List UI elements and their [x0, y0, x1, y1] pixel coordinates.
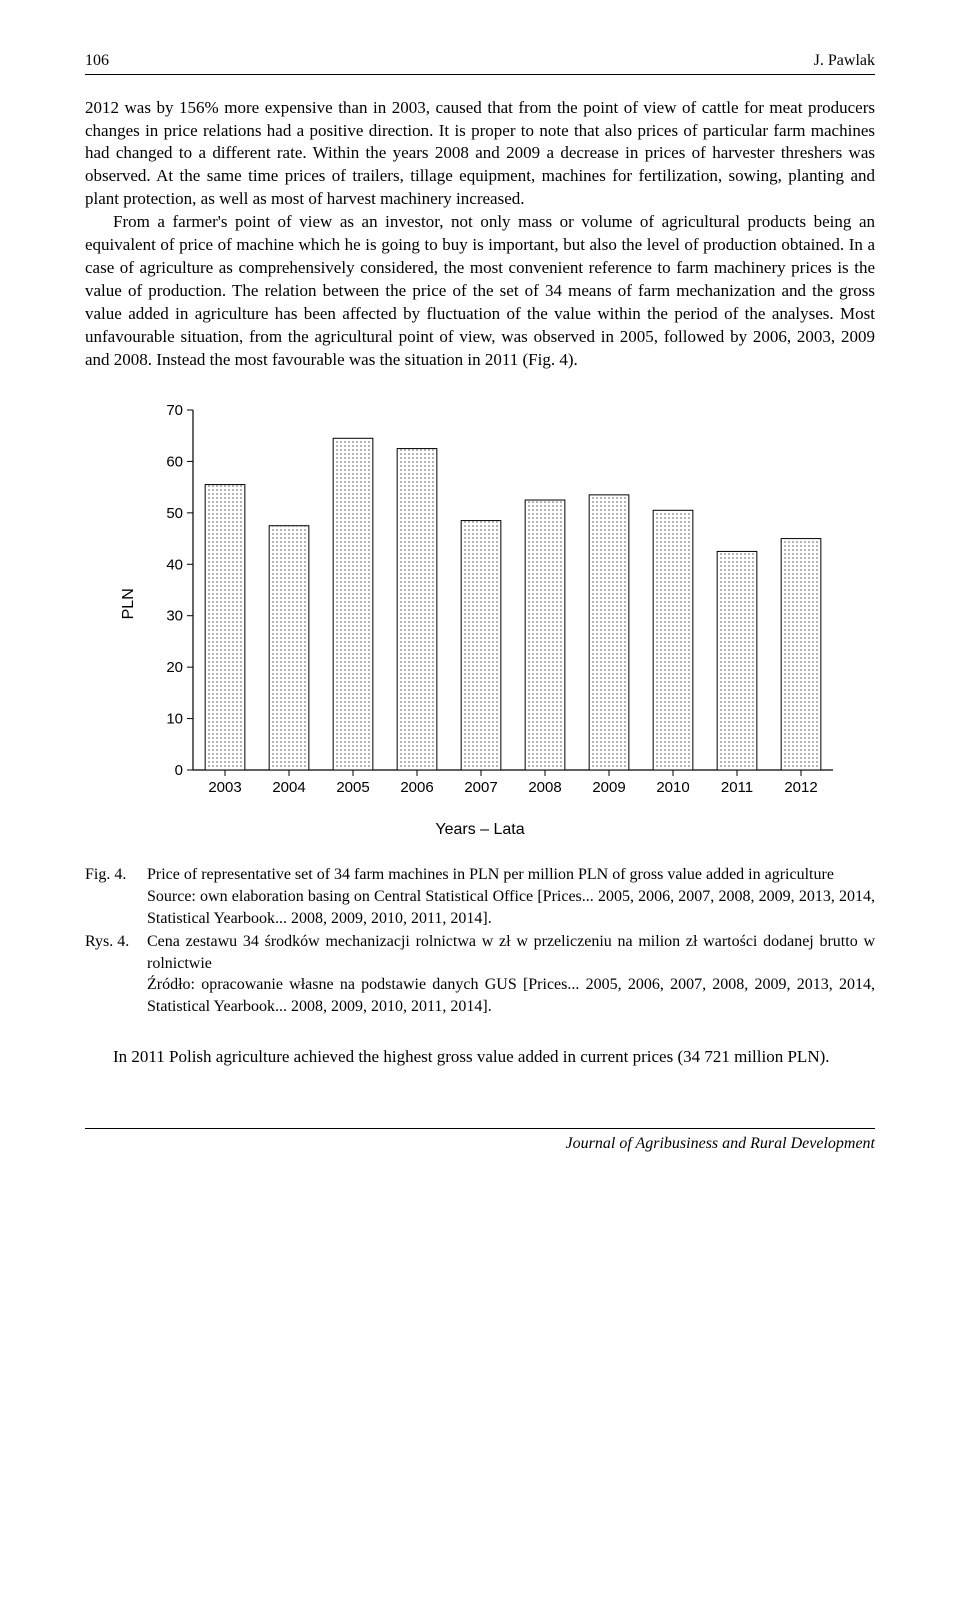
- fig-caption-label: Fig. 4.: [85, 864, 147, 929]
- chart-bar: [717, 551, 757, 770]
- chart-xtick-label: 2005: [336, 779, 369, 796]
- page-footer: Journal of Agribusiness and Rural Develo…: [85, 1128, 875, 1155]
- chart-ytick-label: 20: [166, 659, 183, 676]
- closing-paragraph: In 2011 Polish agriculture achieved the …: [85, 1046, 875, 1069]
- chart-xtick-label: 2006: [400, 779, 433, 796]
- body-text: 2012 was by 156% more expensive than in …: [85, 97, 875, 372]
- chart-xtick-label: 2012: [784, 779, 817, 796]
- chart-bar: [397, 448, 437, 769]
- fig-caption-title: Price of representative set of 34 farm m…: [147, 866, 834, 883]
- chart-xtick-label: 2009: [592, 779, 625, 796]
- rys-caption-source: Źródło: opracowanie własne na podstawie …: [147, 976, 875, 1015]
- chart-bar: [525, 500, 565, 770]
- rys-caption-title: Cena zestawu 34 środków mechanizacji rol…: [147, 933, 875, 972]
- rys-caption-label: Rys. 4.: [85, 931, 147, 1017]
- page-header: 106 J. Pawlak: [85, 50, 875, 75]
- chart-bar: [269, 526, 309, 770]
- chart-bar: [653, 510, 693, 770]
- chart-xtick-label: 2004: [272, 779, 305, 796]
- chart-xtick-label: 2008: [528, 779, 561, 796]
- chart-ylabel-wrap: PLN: [115, 400, 143, 807]
- chart-bar: [781, 538, 821, 769]
- chart-xtick-label: 2011: [721, 779, 753, 796]
- running-head: J. Pawlak: [814, 50, 875, 72]
- chart-bar: [205, 484, 245, 769]
- chart-ytick-label: 50: [166, 505, 183, 522]
- chart-xtick-label: 2003: [208, 779, 241, 796]
- figure-4: PLN 0 10 20 30 40 50 60 70 2003 2004 2005 2006 2007 2…: [115, 400, 845, 841]
- chart-ytick-label: 60: [166, 453, 183, 470]
- journal-name: Journal of Agribusiness and Rural Develo…: [566, 1135, 875, 1152]
- chart-xlabel: Years – Lata: [115, 819, 845, 841]
- chart-ylabel: PLN: [118, 588, 140, 619]
- paragraph-2: From a farmer's point of view as an inve…: [85, 211, 875, 372]
- chart-ytick-label: 40: [166, 556, 183, 573]
- chart-ytick-label: 0: [175, 762, 183, 779]
- chart-ytick-label: 70: [166, 402, 183, 419]
- chart-svg-holder: 0 10 20 30 40 50 60 70 2003 2004 2005 2006 2007 2008 2…: [143, 400, 845, 807]
- chart-xtick-label: 2007: [464, 779, 497, 796]
- chart-ytick-label: 30: [166, 608, 183, 625]
- chart-bar: [461, 520, 501, 769]
- paragraph-1: 2012 was by 156% more expensive than in …: [85, 97, 875, 212]
- page-number: 106: [85, 50, 109, 72]
- chart-bar: [333, 438, 373, 770]
- fig-caption-source: Source: own elaboration basing on Centra…: [147, 888, 875, 927]
- chart-svg: 0 10 20 30 40 50 60 70 2003 2004 2005 2006 2007 2008 2…: [143, 400, 843, 800]
- chart-xtick-label: 2010: [656, 779, 689, 796]
- figure-captions: Fig. 4. Price of representative set of 3…: [85, 864, 875, 1017]
- chart-ytick-label: 10: [166, 710, 183, 727]
- chart-bar: [589, 495, 629, 770]
